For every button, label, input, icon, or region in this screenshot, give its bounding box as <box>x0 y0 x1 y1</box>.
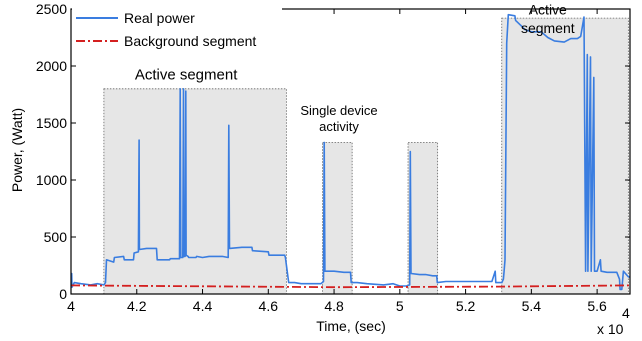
x-tick-label: 4.2 <box>127 298 147 314</box>
series-line-real-power <box>70 13 630 291</box>
legend-label-real-power: Real power <box>124 10 195 26</box>
y-tick-label: 500 <box>44 229 68 245</box>
y-tick-label: 0 <box>59 286 67 302</box>
y-tick-label: 1500 <box>36 115 67 131</box>
legend: Real power Background segment <box>72 8 282 50</box>
series-line-background-segment <box>70 284 631 289</box>
active-segment-box-0 <box>103 88 287 295</box>
x-tick-label: 5 <box>396 298 404 314</box>
x-tick-label: 4.4 <box>193 298 213 314</box>
y-tick-label: 2500 <box>36 1 67 17</box>
x-multiplier-base: x 10 <box>597 321 624 337</box>
x-tick-label: 5.4 <box>522 298 542 314</box>
annotation-label-3: Active <box>529 2 567 18</box>
annotation-label-0: Active segment <box>135 67 238 84</box>
legend-label-background-segment: Background segment <box>124 33 256 49</box>
x-tick-label: 5.6 <box>587 298 607 314</box>
plot-frame <box>70 8 631 295</box>
legend-box <box>72 8 282 50</box>
y-tick-label: 2000 <box>36 58 67 74</box>
x-multiplier-label: x 10 <box>597 321 624 337</box>
segments-layer <box>103 17 629 295</box>
y-axis-title: Power, (Watt) <box>9 108 25 192</box>
series-layer <box>70 13 631 291</box>
x-tick-label: 4.6 <box>259 298 279 314</box>
annotation-label-2: activity <box>319 119 359 134</box>
y-tick-label: 1000 <box>36 172 67 188</box>
x-tick-label: 4.8 <box>324 298 344 314</box>
annotation-label-4: segment <box>521 20 575 36</box>
annotation-label-1: Single device <box>300 103 377 118</box>
ticks-layer: 4 4.2 4.4 4.6 4.8 5 5.2 5.4 5.6 0 500 1000 1500 2000 2… <box>36 1 630 314</box>
active-segment-box-2 <box>407 141 439 295</box>
x-tick-label: 5.2 <box>456 298 476 314</box>
active-segment-box-1 <box>322 141 353 295</box>
x-tick-label: 4 <box>67 298 75 314</box>
x-multiplier-exponent: 4 <box>622 305 630 321</box>
active-segment-box-3 <box>501 17 629 295</box>
x-axis-title: Time, (sec) <box>316 318 385 334</box>
